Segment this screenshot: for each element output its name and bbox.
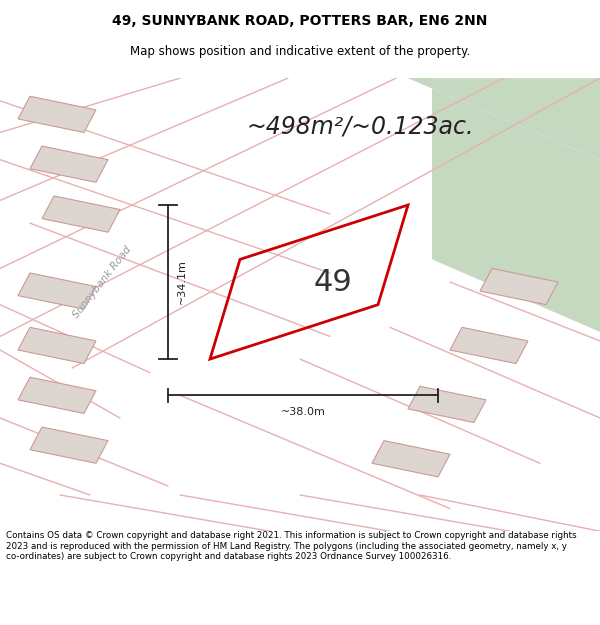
Text: Contains OS data © Crown copyright and database right 2021. This information is : Contains OS data © Crown copyright and d…: [6, 531, 577, 561]
Polygon shape: [30, 146, 108, 182]
Polygon shape: [408, 78, 600, 159]
Text: ~34.1m: ~34.1m: [177, 259, 187, 304]
Text: 49: 49: [314, 268, 352, 296]
Polygon shape: [18, 273, 96, 309]
Text: Map shows position and indicative extent of the property.: Map shows position and indicative extent…: [130, 46, 470, 58]
Polygon shape: [480, 269, 558, 304]
Polygon shape: [18, 377, 96, 414]
Polygon shape: [408, 386, 486, 423]
Text: Sunnybank Road: Sunnybank Road: [71, 244, 133, 320]
Polygon shape: [408, 78, 600, 332]
Polygon shape: [30, 427, 108, 463]
Polygon shape: [42, 196, 120, 232]
Polygon shape: [18, 96, 96, 132]
Text: ~38.0m: ~38.0m: [281, 407, 325, 417]
Text: ~498m²/~0.123ac.: ~498m²/~0.123ac.: [246, 114, 474, 138]
Polygon shape: [450, 328, 528, 364]
Polygon shape: [372, 441, 450, 477]
Polygon shape: [18, 328, 96, 364]
Text: 49, SUNNYBANK ROAD, POTTERS BAR, EN6 2NN: 49, SUNNYBANK ROAD, POTTERS BAR, EN6 2NN: [112, 14, 488, 28]
